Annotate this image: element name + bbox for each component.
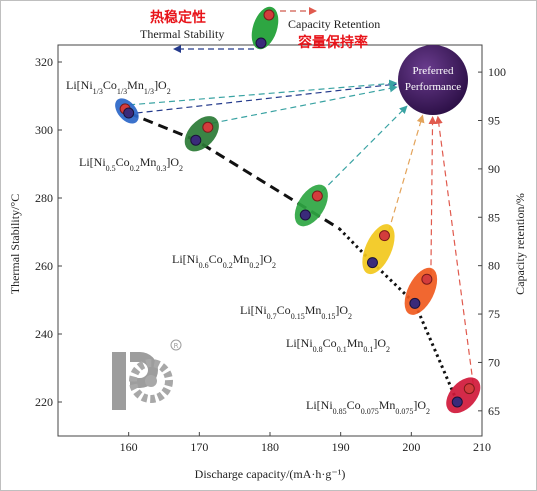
- trend-line-dotted: [338, 227, 459, 403]
- arrow-thermal-to-preferred: [136, 80, 398, 114]
- legend-capacity-en: Capacity Retention: [288, 17, 380, 31]
- y-left-tick-label: 300: [35, 123, 53, 137]
- capacity-retention-point: [202, 121, 214, 133]
- x-tick-label: 180: [261, 440, 279, 454]
- material-marker: [362, 224, 395, 275]
- material-label: Li[Ni0.7Co0.15Mn0.15]O2: [240, 303, 352, 321]
- y-right-tick-label: 70: [488, 355, 500, 369]
- thermal-stability-point: [123, 107, 135, 119]
- material-ellipse: [404, 267, 438, 315]
- capacity-retention-point: [311, 190, 323, 202]
- preferred-performance-marker: Preferred Performance: [398, 45, 468, 115]
- thermal-stability-point: [190, 134, 202, 146]
- material-marker: [115, 98, 139, 124]
- arrow-capacity-to-preferred: [428, 115, 437, 276]
- capacity-retention-point: [421, 273, 433, 285]
- material-marker: [184, 116, 219, 152]
- y-right-tick-label: 65: [488, 404, 500, 418]
- preferred-label-line2: Performance: [405, 81, 461, 93]
- y-right-axis-label: Capacity retention/%: [513, 193, 527, 295]
- y-left-tick-label: 320: [35, 55, 53, 69]
- material-label: Li[Ni0.85Co0.075Mn0.075]O2: [306, 398, 430, 416]
- material-label: Li[Ni0.5Co0.2Mn0.3]O2: [79, 155, 183, 173]
- legend-thermal-cn: 热稳定性: [150, 9, 206, 26]
- x-tick-label: 200: [402, 440, 420, 454]
- legend-thermal-en: Thermal Stability: [140, 27, 224, 41]
- material-label: Li[Ni1/3Co1/3Mn1/3]O2: [66, 78, 171, 96]
- capacity-retention-point: [463, 383, 475, 395]
- thermal-stability-point: [366, 257, 378, 269]
- thermal-stability-point: [451, 396, 463, 408]
- preferred-label-line1: Preferred: [413, 65, 454, 77]
- arrow-capacity-to-preferred: [434, 115, 474, 385]
- y-left-axis-label: Thermal Stability/°C: [8, 194, 22, 294]
- x-tick-label: 210: [473, 440, 491, 454]
- x-tick-label: 190: [332, 440, 350, 454]
- legend-capacity-dot: [263, 9, 275, 21]
- material-label: Li[Ni0.6Co0.2Mn0.2]O2: [172, 252, 276, 270]
- x-tick-label: 170: [190, 440, 208, 454]
- material-marker: [294, 184, 328, 227]
- thermal-stability-point: [299, 209, 311, 221]
- y-right-tick-label: 75: [488, 307, 500, 321]
- material-label: Li[Ni0.8Co0.1Mn0.1]O2: [286, 336, 390, 354]
- x-tick-label: 160: [120, 440, 138, 454]
- capacity-retention-point: [378, 230, 390, 242]
- arrow-capacity-to-preferred: [320, 105, 408, 193]
- y-right-tick-label: 80: [488, 259, 500, 273]
- x-axis-label: Discharge capacity/(mA·h·g⁻¹): [195, 467, 346, 481]
- material-marker: [446, 377, 481, 414]
- y-right-tick-label: 95: [488, 113, 500, 127]
- material-ellipse: [294, 184, 328, 227]
- arrow-capacity-to-preferred: [387, 114, 425, 232]
- legend-thermal-dot: [255, 37, 267, 49]
- material-ellipse: [362, 224, 395, 275]
- y-left-tick-label: 260: [35, 259, 53, 273]
- arrow-capacity-to-preferred: [211, 84, 398, 124]
- y-left-tick-label: 220: [35, 395, 53, 409]
- y-right-tick-label: 90: [488, 162, 500, 176]
- legend: 热稳定性 Thermal Stability Capacity Retentio…: [140, 6, 380, 53]
- material-marker: [404, 267, 438, 315]
- legend-capacity-cn: 容量保持率: [297, 34, 368, 51]
- y-right-tick-label: 100: [488, 65, 506, 79]
- arrow-capacity-to-preferred: [129, 79, 398, 106]
- svg-text:R: R: [174, 342, 179, 350]
- material-ellipse: [184, 116, 219, 152]
- y-right-tick-label: 85: [488, 210, 500, 224]
- thermal-stability-point: [409, 297, 421, 309]
- watermark-logo: R: [112, 339, 182, 410]
- y-left-tick-label: 280: [35, 191, 53, 205]
- y-left-tick-label: 240: [35, 327, 53, 341]
